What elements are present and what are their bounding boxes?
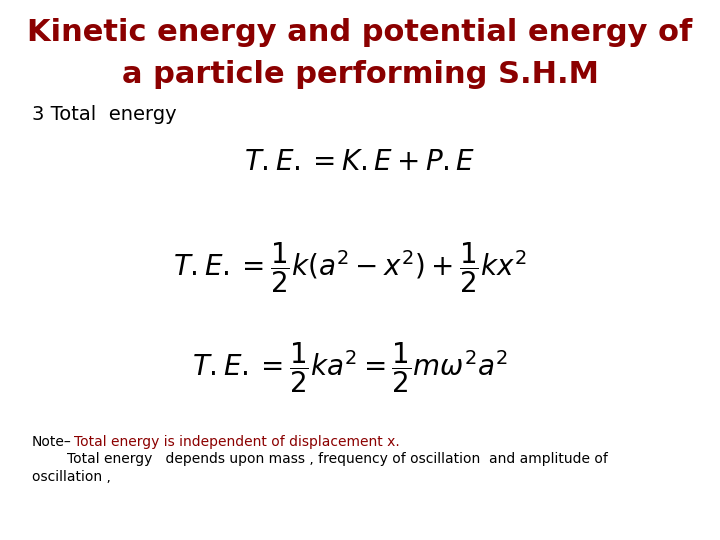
Text: $T.E. = K.E + P.E$: $T.E. = K.E + P.E$ <box>244 148 476 176</box>
Text: oscillation ,: oscillation , <box>32 470 111 484</box>
Text: $T.E. = \dfrac{1}{2}ka^{2} = \dfrac{1}{2}m\omega^{2}a^{2}$: $T.E. = \dfrac{1}{2}ka^{2} = \dfrac{1}{2… <box>192 340 508 395</box>
Text: 3 Total  energy: 3 Total energy <box>32 105 176 124</box>
Text: Note–: Note– <box>32 435 72 449</box>
Text: Total energy is independent of displacement x.: Total energy is independent of displacem… <box>74 435 400 449</box>
Text: Kinetic energy and potential energy of: Kinetic energy and potential energy of <box>27 18 693 47</box>
Text: $T.E. = \dfrac{1}{2}k(a^{2}-x^{2})+\dfrac{1}{2}kx^{2}$: $T.E. = \dfrac{1}{2}k(a^{2}-x^{2})+\dfra… <box>174 240 527 295</box>
Text: Total energy   depends upon mass , frequency of oscillation  and amplitude of: Total energy depends upon mass , frequen… <box>32 452 608 466</box>
Text: a particle performing S.H.M: a particle performing S.H.M <box>122 60 598 89</box>
